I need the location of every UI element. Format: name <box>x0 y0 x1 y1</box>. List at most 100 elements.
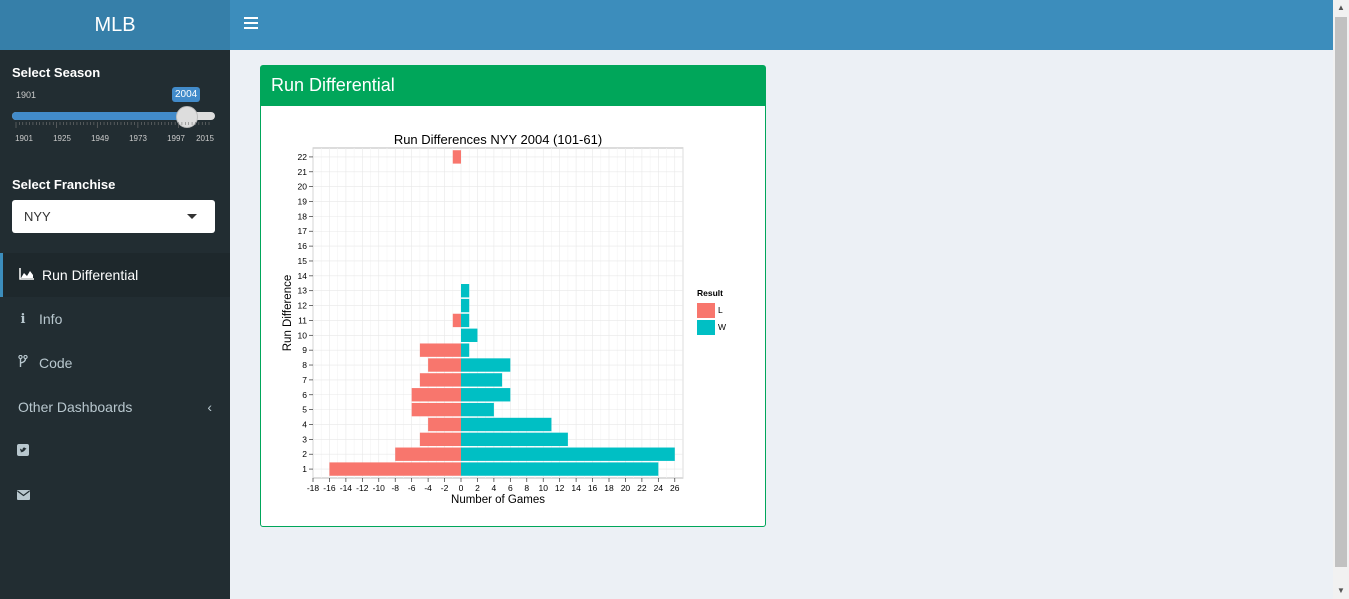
season-label: Select Season <box>12 65 101 80</box>
bar-W <box>461 328 478 342</box>
chevron-left-icon: ‹ <box>207 399 212 415</box>
app-title: MLB <box>94 13 136 36</box>
twitter-square-icon <box>15 443 31 459</box>
x-tick-label: 2 <box>475 483 480 493</box>
bar-W <box>461 388 511 402</box>
envelope-icon <box>15 488 31 503</box>
menu-label: Info <box>39 311 63 327</box>
top-navbar <box>230 0 1333 50</box>
bar-W <box>461 432 568 447</box>
bar-W <box>461 417 552 432</box>
y-tick-label: 17 <box>298 226 308 236</box>
x-tick-label: -2 <box>441 483 449 493</box>
x-tick-label: -14 <box>340 483 353 493</box>
season-slider[interactable] <box>12 106 215 128</box>
menu-item-code[interactable]: Code <box>0 341 230 385</box>
y-tick-label: 11 <box>298 315 307 325</box>
x-axis-label: Number of Games <box>451 494 545 506</box>
menu-item-info[interactable]: i Info <box>0 297 230 341</box>
x-tick-label: 22 <box>637 483 647 493</box>
sidebar: Select Season 1901 2004 1901 1925 1949 1973… <box>0 50 230 599</box>
legend-label: W <box>718 322 726 332</box>
y-tick-label: 22 <box>298 152 308 162</box>
slider-tick-label: 1973 <box>129 134 147 143</box>
menu-item-email[interactable] <box>0 473 230 517</box>
menu-label: Run Differential <box>42 267 139 283</box>
x-tick-label: -12 <box>356 483 369 493</box>
x-tick-label: 24 <box>654 483 664 493</box>
x-tick-label: 4 <box>492 483 497 493</box>
x-tick-label: 6 <box>508 483 513 493</box>
y-tick-label: 9 <box>302 345 307 355</box>
y-tick-label: 18 <box>298 211 308 221</box>
x-tick-label: 14 <box>571 483 581 493</box>
x-tick-label: 10 <box>538 483 548 493</box>
bar-L <box>411 402 461 417</box>
x-tick-label: 16 <box>588 483 598 493</box>
bar-L <box>329 462 461 476</box>
area-chart-icon <box>18 267 34 283</box>
bar-L <box>419 373 461 387</box>
y-tick-label: 20 <box>298 182 308 192</box>
bar-L <box>411 388 461 402</box>
bar-L <box>419 343 461 357</box>
bar-W <box>461 313 470 328</box>
bar-W <box>461 373 503 387</box>
menu-item-run-differential[interactable]: Run Differential <box>0 253 230 297</box>
x-tick-label: 12 <box>555 483 565 493</box>
y-tick-label: 15 <box>298 256 308 266</box>
y-tick-label: 14 <box>298 271 308 281</box>
legend-label: L <box>718 305 723 315</box>
y-tick-label: 21 <box>298 167 308 177</box>
bar-L <box>395 447 461 461</box>
bar-L <box>428 358 461 372</box>
info-icon: i <box>20 311 26 327</box>
box-title: Run Differential <box>261 66 765 106</box>
bar-L <box>452 150 461 164</box>
slider-tick-label: 1949 <box>91 134 109 143</box>
slider-value-badge: 2004 <box>172 87 201 102</box>
slider-min-label: 1901 <box>16 90 37 100</box>
chart-title: Run Differences NYY 2004 (101-61) <box>394 132 602 147</box>
bar-W <box>461 462 659 476</box>
menu-item-other-dashboards[interactable]: Other Dashboards ‹ <box>0 385 230 429</box>
menu-label: Other Dashboards <box>18 399 133 415</box>
bar-L <box>428 417 461 432</box>
legend-swatch-L <box>697 303 715 318</box>
menu-item-twitter[interactable] <box>0 429 230 473</box>
bar-L <box>419 432 461 447</box>
y-tick-label: 16 <box>298 241 308 251</box>
y-tick-label: 2 <box>302 449 307 459</box>
legend-title: Result <box>697 288 723 298</box>
x-tick-label: 20 <box>621 483 631 493</box>
y-tick-label: 5 <box>302 405 307 415</box>
x-tick-label: 8 <box>524 483 529 493</box>
scroll-up-icon[interactable]: ▲ <box>1337 3 1345 12</box>
bar-W <box>461 358 511 372</box>
y-tick-label: 6 <box>302 390 307 400</box>
bar-W <box>461 402 494 417</box>
x-tick-label: 26 <box>670 483 680 493</box>
x-tick-label: -18 <box>307 483 320 493</box>
x-tick-label: -10 <box>373 483 386 493</box>
scroll-down-icon[interactable]: ▼ <box>1337 586 1345 595</box>
menu-label: Code <box>39 355 73 371</box>
franchise-label: Select Franchise <box>12 177 116 192</box>
slider-tick-label: 2015 <box>196 134 214 143</box>
franchise-select[interactable]: NYY <box>12 200 215 233</box>
slider-tick-label: 1997 <box>167 134 185 143</box>
x-tick-label: 0 <box>459 483 464 493</box>
y-tick-label: 10 <box>298 330 308 340</box>
x-tick-label: -6 <box>408 483 416 493</box>
slider-tick-label: 1901 <box>15 134 33 143</box>
scroll-thumb[interactable] <box>1335 17 1347 567</box>
app-logo[interactable]: MLB <box>0 0 230 50</box>
sidebar-toggle-icon[interactable] <box>244 17 258 31</box>
x-tick-label: 18 <box>604 483 614 493</box>
bar-W <box>461 284 470 298</box>
y-tick-label: 12 <box>298 301 308 311</box>
page-scrollbar[interactable]: ▲ ▼ <box>1333 0 1349 599</box>
slider-tick-label: 1925 <box>53 134 71 143</box>
caret-down-icon <box>187 214 197 219</box>
